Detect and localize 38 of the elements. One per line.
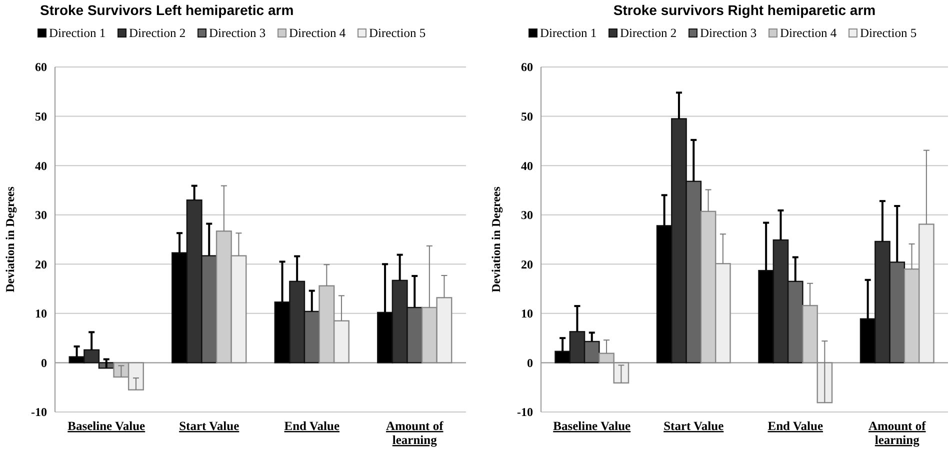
- y-tick-label: 40: [521, 158, 533, 173]
- y-tick-label: 20: [35, 257, 47, 272]
- y-tick-label: 0: [527, 356, 533, 370]
- legend-label: Direction 2: [620, 26, 677, 40]
- y-tick-label: 50: [35, 109, 47, 124]
- legend-label: Direction 3: [700, 26, 757, 40]
- y-axis-title: Deviation in Degrees: [3, 186, 17, 292]
- y-tick-label: -10: [517, 405, 533, 420]
- x-tick-label: Baseline Value: [68, 419, 146, 433]
- y-tick-label: 60: [35, 60, 47, 74]
- chart-title: Stroke Survivors Left hemiparetic arm: [40, 2, 294, 18]
- y-tick-label: 0: [41, 356, 47, 370]
- x-tick-label: End Value: [284, 419, 340, 433]
- legend-label: Direction 4: [289, 26, 346, 40]
- x-tick-label: Amount of learning: [386, 419, 444, 447]
- y-tick-label: 30: [35, 208, 47, 222]
- chart-title: Stroke survivors Right hemiparetic arm: [613, 2, 876, 18]
- legend-label: Direction 5: [860, 26, 917, 40]
- x-tick-label: End Value: [768, 419, 824, 433]
- x-tick-label: Start Value: [179, 419, 240, 433]
- legend-label: Direction 2: [129, 26, 186, 40]
- legend-label: Direction 4: [780, 26, 838, 40]
- y-tick-label: 60: [521, 60, 533, 74]
- x-tick-label: Amount of learning: [868, 419, 927, 447]
- legend-label: Direction 1: [49, 26, 106, 40]
- legend-label: Direction 3: [209, 26, 266, 40]
- y-tick-label: 40: [35, 158, 47, 173]
- y-tick-label: -10: [31, 405, 47, 420]
- y-axis-title: Deviation in Degrees: [489, 186, 503, 292]
- y-tick-label: 30: [521, 208, 533, 222]
- y-tick-label: 50: [521, 109, 533, 124]
- y-tick-label: 20: [521, 257, 533, 272]
- legend-label: Direction 1: [540, 26, 597, 40]
- x-tick-label: Start Value: [664, 419, 724, 433]
- legend-label: Direction 5: [369, 26, 426, 40]
- y-tick-label: 10: [35, 306, 47, 321]
- y-tick-label: 10: [521, 306, 533, 321]
- x-tick-label: Baseline Value: [553, 419, 632, 433]
